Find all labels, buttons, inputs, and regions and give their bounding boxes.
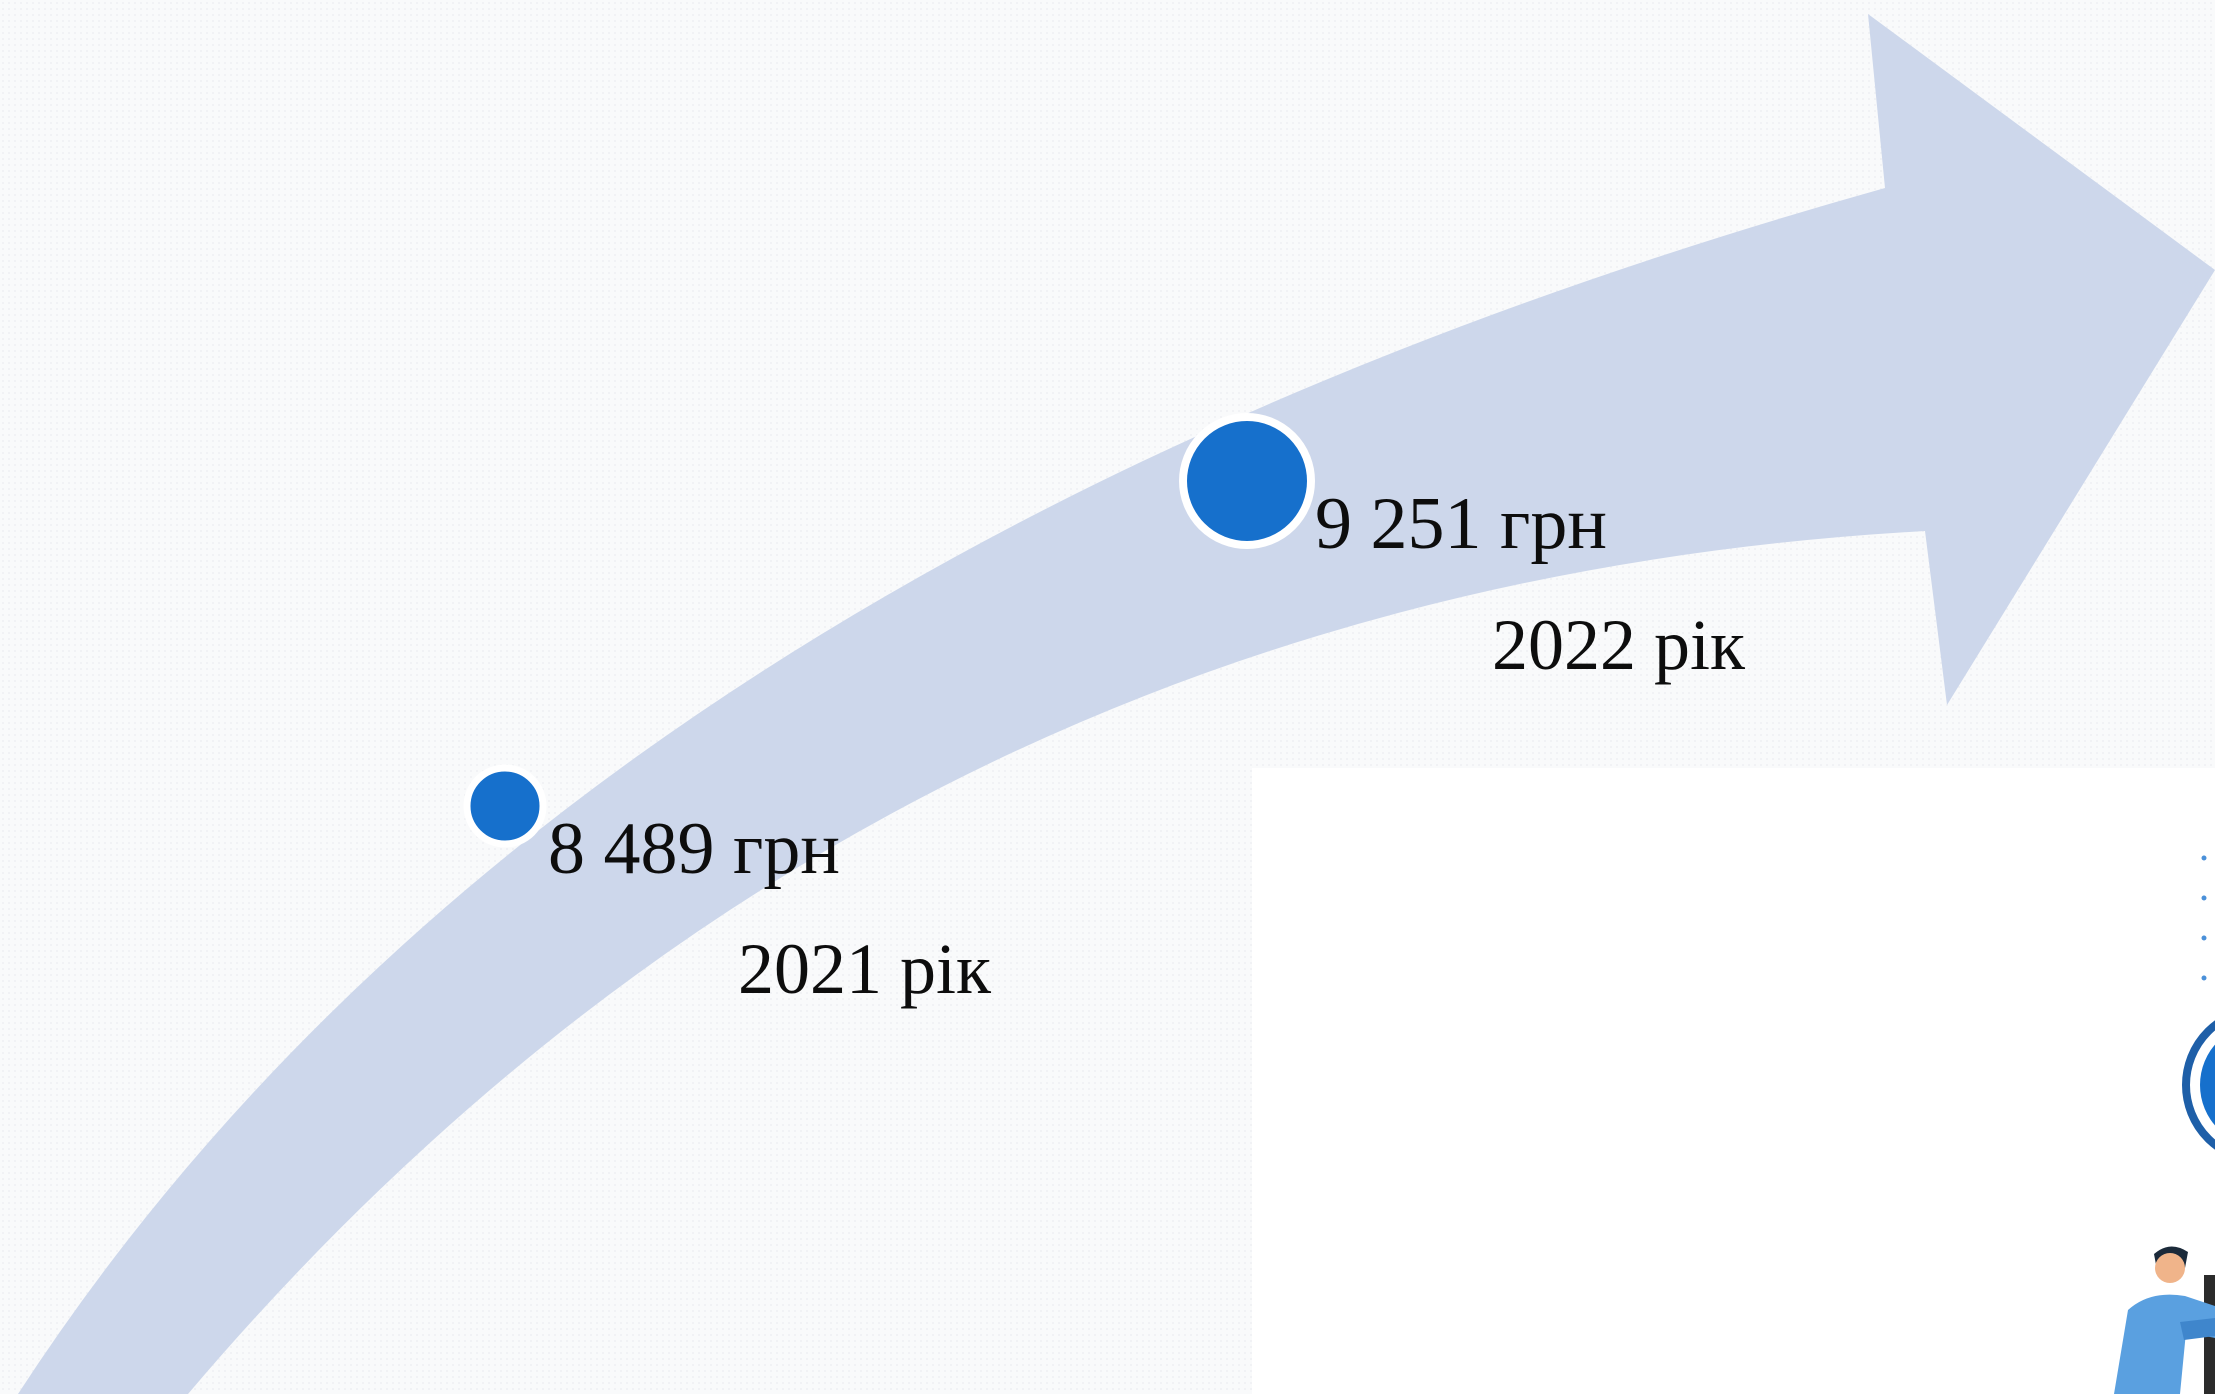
growth-arrow-icon — [18, 14, 2215, 1394]
milestone-marker-2022 — [1179, 413, 1315, 549]
person-illustration-icon — [2114, 1246, 2215, 1394]
illustration-panel — [1252, 768, 2215, 1394]
year-label-2021: 2021 рік — [738, 929, 991, 1009]
globe-illustration-icon — [2182, 855, 2215, 1150]
year-label-2022: 2022 рік — [1492, 605, 1745, 685]
value-label-2022: 9 251 грн — [1315, 483, 1607, 565]
value-label-2021: 8 489 грн — [548, 808, 840, 890]
milestone-marker-2021 — [463, 764, 547, 848]
